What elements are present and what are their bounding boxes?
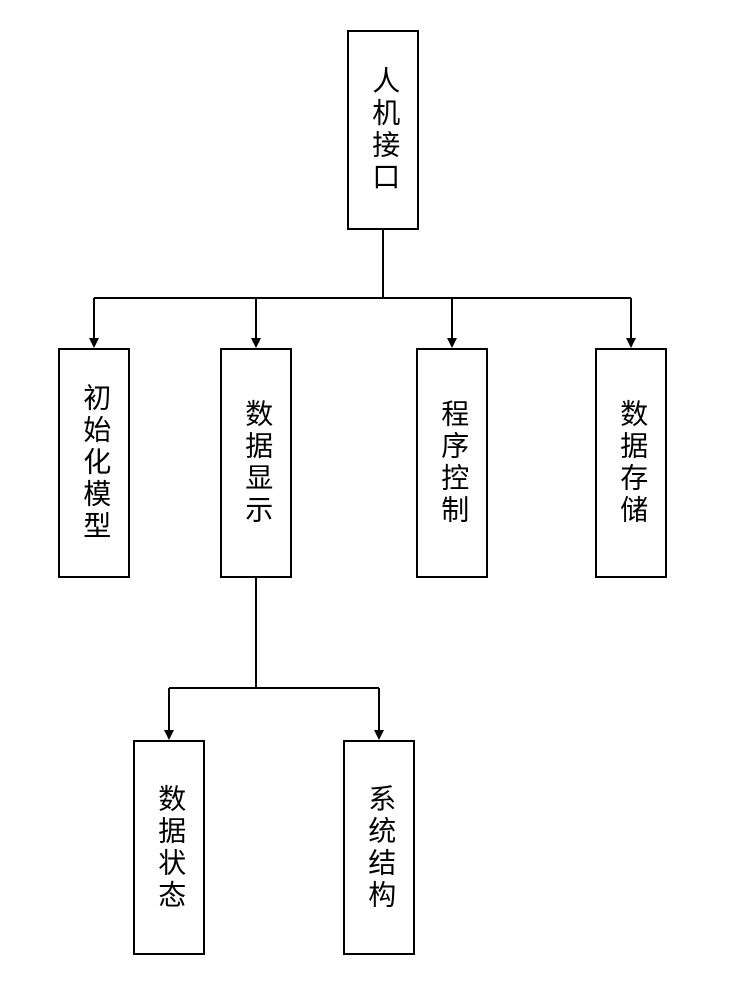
node-data-storage: 数据存储 — [595, 348, 667, 578]
node-system-structure-label: 系统结构 — [361, 784, 397, 912]
node-data-storage-label: 数据存储 — [613, 399, 649, 527]
node-root: 人机接口 — [347, 30, 419, 230]
node-init-model-label: 初始化模型 — [76, 383, 112, 543]
node-data-status-label: 数据状态 — [151, 784, 187, 912]
node-data-status: 数据状态 — [133, 740, 205, 955]
node-init-model: 初始化模型 — [58, 348, 130, 578]
node-data-display-label: 数据显示 — [238, 399, 274, 527]
node-system-structure: 系统结构 — [343, 740, 415, 955]
node-program-control-label: 程序控制 — [434, 399, 470, 527]
node-program-control: 程序控制 — [416, 348, 488, 578]
node-root-label: 人机接口 — [365, 66, 401, 194]
node-data-display: 数据显示 — [220, 348, 292, 578]
